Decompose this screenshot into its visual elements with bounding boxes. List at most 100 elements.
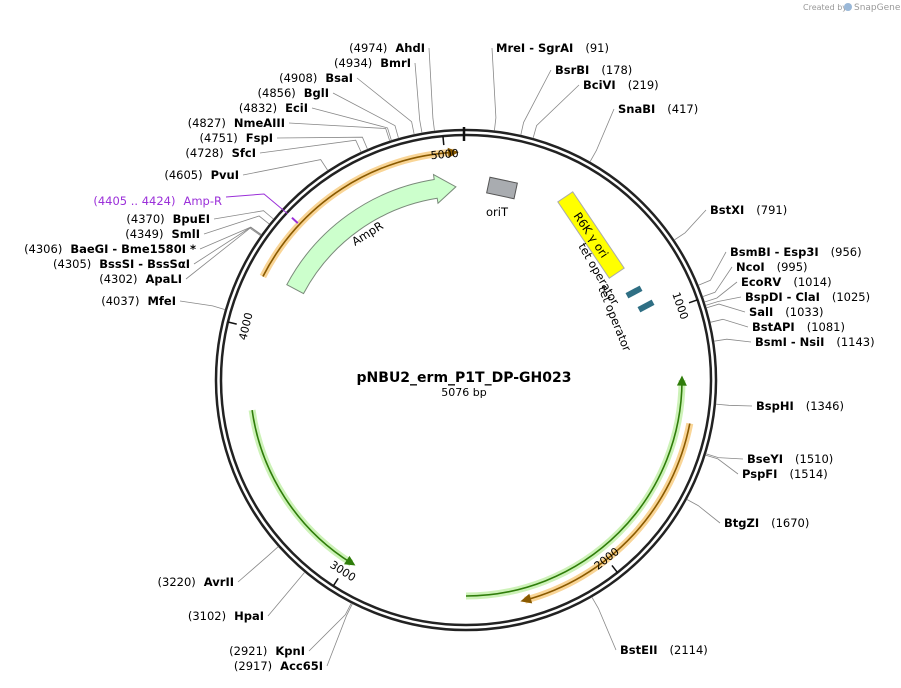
- enzyme-label: BstEII (2114): [620, 643, 708, 657]
- enzyme-name: EciI: [285, 101, 308, 115]
- enzyme-position: (1514): [789, 467, 827, 481]
- enzyme-label: (3102) HpaI: [188, 609, 264, 623]
- enzyme-connector: [698, 251, 727, 286]
- enzyme-label: BsmBI - Esp3I (956): [730, 245, 862, 259]
- enzyme-label: (3220) AvrII: [158, 575, 234, 589]
- enzyme-connector: [199, 226, 262, 250]
- enzyme-name: BspHI: [756, 399, 794, 413]
- enzyme-label: (2917) Acc65I: [234, 659, 323, 673]
- enzyme-label: (4302) ApaLI: [99, 272, 182, 286]
- enzyme-name: AhdI: [395, 41, 425, 55]
- enzyme-connector: [710, 318, 749, 328]
- enzyme-name: HpaI: [234, 609, 264, 623]
- enzyme-name: AvrII: [204, 575, 234, 589]
- enzyme-name: FspI: [246, 131, 273, 145]
- enzyme-name: MfeI: [147, 294, 176, 308]
- enzyme-connector: [715, 403, 753, 407]
- feature-line: [262, 151, 455, 277]
- enzyme-position: (1025): [832, 290, 870, 304]
- enzyme-position: (1143): [836, 335, 874, 349]
- enzyme-position: (3102): [188, 609, 226, 623]
- enzyme-connector: [276, 136, 368, 150]
- enzyme-name: BaeGI - Bme1580I *: [70, 242, 196, 256]
- enzyme-position: (4306): [24, 242, 62, 256]
- enzyme-connector: [705, 453, 744, 460]
- plasmid-name: pNBU2_erm_P1T_DP-GH023: [357, 370, 572, 386]
- enzyme-label: (4827) NmeAIII: [188, 116, 285, 130]
- enzyme-position: (4370): [126, 212, 164, 226]
- ampr-feature: [286, 173, 457, 295]
- feature-line: [524, 423, 691, 601]
- enzyme-label: (2921) KpnI: [229, 644, 305, 658]
- enzyme-name: BtgZI: [724, 516, 759, 530]
- enzyme-position: (4605): [164, 168, 202, 182]
- enzyme-position: (2921): [229, 644, 267, 658]
- enzyme-position: (995): [777, 260, 808, 274]
- enzyme-label: BtgZI (1670): [724, 516, 809, 530]
- enzyme-connector: [674, 209, 707, 241]
- enzyme-connector: [267, 572, 306, 617]
- enzyme-name: SnaBI: [618, 102, 655, 116]
- enzyme-connector: [713, 338, 752, 343]
- enzyme-connector: [237, 546, 279, 583]
- enzyme-connector: [414, 62, 423, 133]
- tet-operator-feature: [625, 285, 643, 299]
- enzyme-connector: [288, 122, 391, 142]
- enzyme-position: (1033): [785, 305, 823, 319]
- enzyme-name: BssSI - BssSαI: [99, 257, 190, 271]
- enzyme-connector: [591, 596, 617, 651]
- enzyme-position: (4974): [349, 41, 387, 55]
- enzyme-name: BsmI - NsiI: [755, 335, 824, 349]
- tick-label: 1000: [669, 291, 690, 322]
- enzyme-label: BsrBI (178): [555, 63, 632, 77]
- watermark-logo: [844, 3, 852, 11]
- enzyme-connector: [213, 210, 274, 220]
- feature-band: [248, 409, 354, 567]
- enzyme-position: (178): [601, 63, 632, 77]
- enzyme-position: (4349): [125, 227, 163, 241]
- enzyme-name: BciVI: [583, 78, 616, 92]
- enzyme-label: (4349) SmlI: [125, 227, 200, 241]
- enzyme-label: (4370) BpuEI: [126, 212, 210, 226]
- enzyme-name: MreI - SgrAI: [496, 41, 573, 55]
- enzyme-position: (4827): [188, 116, 226, 130]
- feature-arrowhead: [676, 375, 687, 386]
- enzyme-connector: [705, 296, 742, 306]
- enzyme-position: (4302): [99, 272, 137, 286]
- enzyme-connector: [185, 227, 261, 280]
- enzyme-label: (4306) BaeGI - Bme1580I *: [24, 242, 196, 256]
- enzyme-label: (4728) SfcI: [185, 146, 256, 160]
- enzyme-connector: [686, 499, 721, 524]
- orit-feature: [486, 176, 518, 200]
- enzyme-connector: [242, 159, 329, 176]
- enzyme-connector: [179, 300, 226, 310]
- enzyme-name: BpuEI: [173, 212, 210, 226]
- enzyme-name: SalI: [749, 305, 773, 319]
- enzyme-position: (4751): [200, 131, 238, 145]
- enzyme-connector: [589, 108, 615, 162]
- enzyme-label: SnaBI (417): [618, 102, 698, 116]
- enzyme-connector: [702, 266, 733, 297]
- tet-operator-feature: [637, 299, 655, 313]
- watermark-text: Created by: [803, 3, 847, 12]
- tick-mark: [688, 299, 698, 304]
- enzyme-name: BsmBI - Esp3I: [730, 245, 819, 259]
- backbone-inner: [219, 133, 713, 627]
- enzyme-label: (4856) BglI: [258, 86, 329, 100]
- primer-label: (4405 .. 4424) Amp-R: [93, 194, 222, 208]
- enzyme-position: (4305): [53, 257, 91, 271]
- enzyme-position: (219): [628, 78, 659, 92]
- enzyme-position: (1510): [795, 452, 833, 466]
- enzyme-name: ApaLI: [146, 272, 183, 286]
- enzyme-position: (4832): [239, 101, 277, 115]
- enzyme-name: BsrBI: [555, 63, 589, 77]
- enzyme-position: (2114): [670, 643, 708, 657]
- primer-name: Amp-R: [183, 194, 222, 208]
- enzyme-position: (4728): [185, 146, 223, 160]
- enzyme-label: (4832) EciI: [239, 101, 308, 115]
- enzyme-label: (4908) BsaI: [279, 71, 353, 85]
- feature-arrowhead: [447, 147, 459, 158]
- enzyme-connector: [532, 84, 580, 139]
- enzyme-position: (4037): [101, 294, 139, 308]
